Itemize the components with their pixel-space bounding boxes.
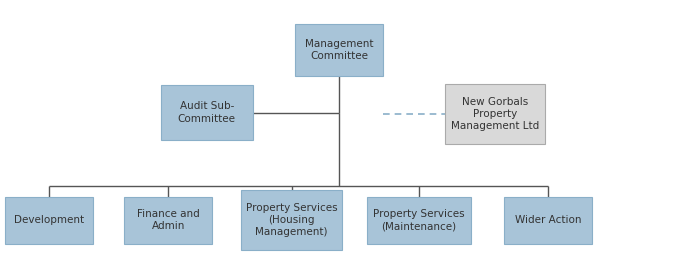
FancyBboxPatch shape (161, 85, 252, 140)
FancyBboxPatch shape (124, 196, 212, 244)
FancyBboxPatch shape (367, 196, 471, 244)
Text: Wider Action: Wider Action (515, 215, 581, 225)
Text: Finance and
Admin: Finance and Admin (137, 209, 199, 231)
FancyBboxPatch shape (5, 196, 93, 244)
Text: New Gorbals
Property
Management Ltd: New Gorbals Property Management Ltd (451, 97, 539, 131)
FancyBboxPatch shape (295, 24, 383, 76)
FancyBboxPatch shape (445, 84, 545, 144)
Text: Property Services
(Maintenance): Property Services (Maintenance) (373, 209, 465, 231)
Text: Property Services
(Housing
Management): Property Services (Housing Management) (245, 203, 338, 237)
FancyBboxPatch shape (241, 190, 342, 250)
Text: Development: Development (14, 215, 84, 225)
FancyBboxPatch shape (504, 196, 592, 244)
Text: Management
Committee: Management Committee (304, 39, 374, 61)
Text: Audit Sub-
Committee: Audit Sub- Committee (178, 101, 236, 124)
